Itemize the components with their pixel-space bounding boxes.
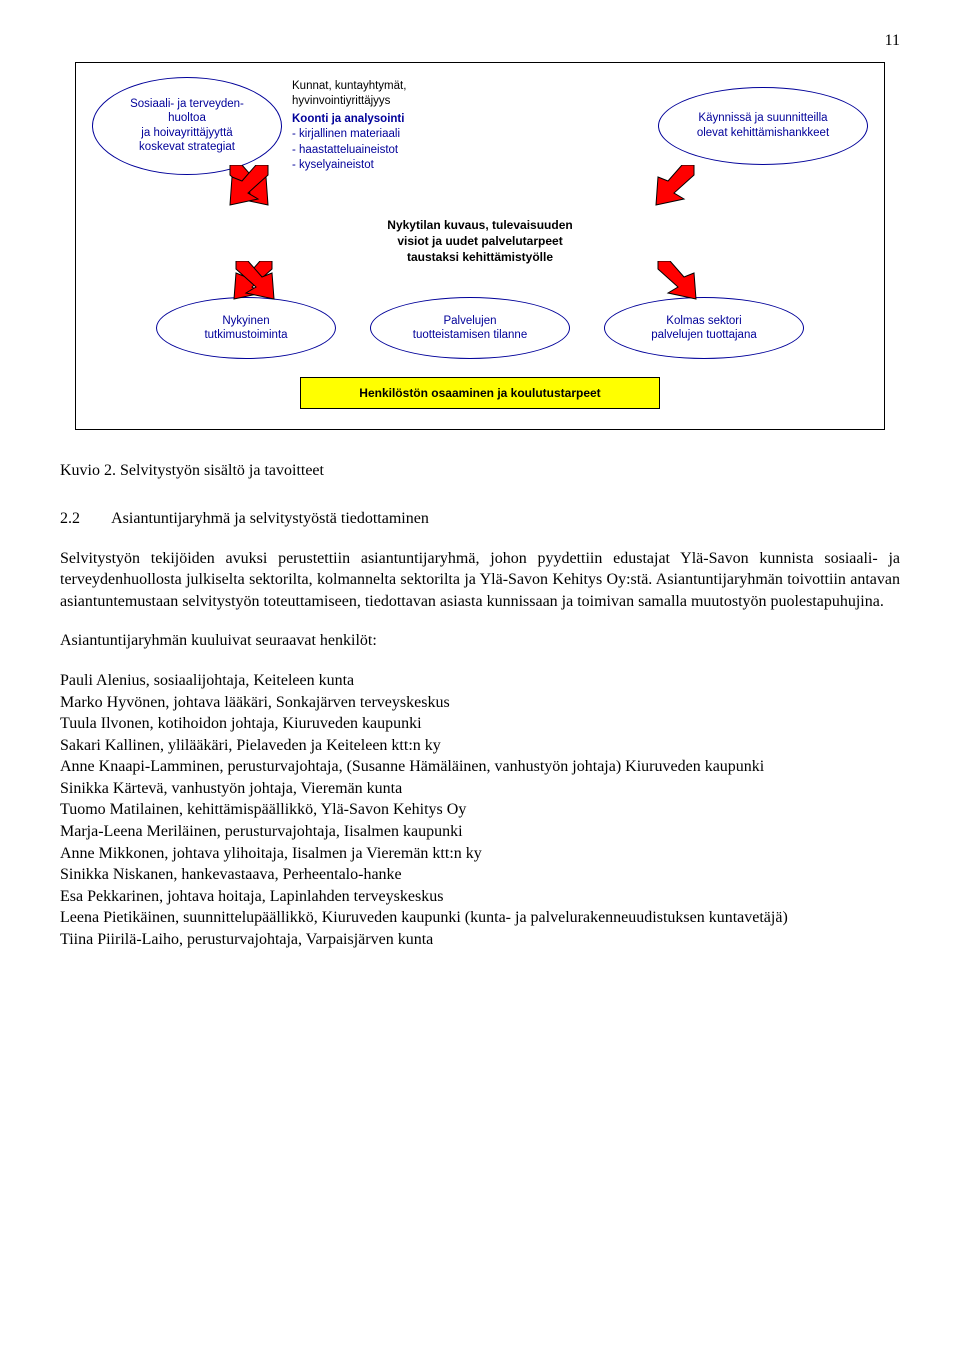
person-item: Marko Hyvönen, johtava lääkäri, Sonkajär… [60, 692, 900, 714]
person-item: Tuomo Matilainen, kehittämispäällikkö, Y… [60, 799, 900, 821]
top-arrows [92, 171, 868, 215]
arrow-top-right [652, 165, 702, 207]
person-item: Anne Knaapi-Lamminen, perusturvajohtaja,… [60, 756, 900, 778]
person-item: Pauli Alenius, sosiaalijohtaja, Keitelee… [60, 670, 900, 692]
diagram-center-text: Nykytilan kuvaus, tulevaisuuden visiot j… [92, 217, 868, 266]
person-item: Marja-Leena Meriläinen, perusturvajohtaj… [60, 821, 900, 843]
person-list: Pauli Alenius, sosiaalijohtaja, Keitelee… [60, 670, 900, 951]
oval-productization: Palvelujen tuotteistamisen tilanne [370, 297, 570, 359]
analysis-item-1: - kirjallinen materiaali [292, 127, 492, 143]
figure-caption: Kuvio 2. Selvitystyön sisältö ja tavoitt… [60, 460, 900, 482]
section-number: 2.2 [60, 508, 108, 530]
person-item: Esa Pekkarinen, johtava hoitaja, Lapinla… [60, 886, 900, 908]
arrow-bottom-right [652, 261, 698, 301]
section-heading: 2.2 Asiantuntijaryhmä ja selvitystyöstä … [60, 508, 900, 530]
process-diagram: Sosiaali- ja terveyden- huoltoa ja hoiva… [75, 62, 885, 431]
oval-projects: Käynnissä ja suunnitteilla olevat kehitt… [658, 87, 868, 165]
person-item: Tiina Piirilä-Laiho, perusturvajohtaja, … [60, 929, 900, 951]
oval-strategies-text: Sosiaali- ja terveyden- huoltoa ja hoiva… [130, 97, 244, 155]
analysis-header-black: Kunnat, kuntayhtymät, hyvinvointiyrittäj… [292, 79, 492, 110]
page-number: 11 [60, 30, 900, 52]
arrow-top-left [222, 165, 272, 207]
diagram-bottom-row: Nykyinen tutkimustoiminta Palvelujen tuo… [92, 297, 868, 359]
person-item: Tuula Ilvonen, kotihoidon johtaja, Kiuru… [60, 713, 900, 735]
list-intro: Asiantuntijaryhmän kuuluivat seuraavat h… [60, 630, 900, 652]
person-item: Sakari Kallinen, ylilääkäri, Pielaveden … [60, 735, 900, 757]
person-item: Leena Pietikäinen, suunnittelupäällikkö,… [60, 907, 900, 929]
arrow-bottom-left [232, 261, 278, 301]
analysis-column: Kunnat, kuntayhtymät, hyvinvointiyrittäj… [292, 77, 492, 174]
yellow-training-box: Henkilöstön osaaminen ja koulutustarpeet [300, 377, 660, 409]
oval-research-text: Nykyinen tutkimustoiminta [204, 314, 287, 343]
diagram-top-row: Sosiaali- ja terveyden- huoltoa ja hoiva… [92, 77, 868, 175]
section-title: Asiantuntijaryhmä ja selvitystyöstä tied… [111, 510, 429, 527]
oval-productization-text: Palvelujen tuotteistamisen tilanne [413, 314, 527, 343]
paragraph-1: Selvitystyön tekijöiden avuksi perustett… [60, 548, 900, 613]
analysis-item-2: - haastatteluaineistot [292, 143, 492, 159]
oval-research: Nykyinen tutkimustoiminta [156, 297, 336, 359]
person-item: Sinikka Kärtevä, vanhustyön johtaja, Vie… [60, 778, 900, 800]
oval-third-sector-text: Kolmas sektori palvelujen tuottajana [651, 314, 757, 343]
person-item: Sinikka Niskanen, hankevastaava, Perheen… [60, 864, 900, 886]
person-item: Anne Mikkonen, johtava ylihoitaja, Iisal… [60, 843, 900, 865]
analysis-header-blue: Koonti ja analysointi [292, 112, 492, 128]
oval-projects-text: Käynnissä ja suunnitteilla olevat kehitt… [697, 111, 829, 140]
oval-third-sector: Kolmas sektori palvelujen tuottajana [604, 297, 804, 359]
oval-strategies: Sosiaali- ja terveyden- huoltoa ja hoiva… [92, 77, 282, 175]
bottom-arrows [92, 265, 868, 301]
